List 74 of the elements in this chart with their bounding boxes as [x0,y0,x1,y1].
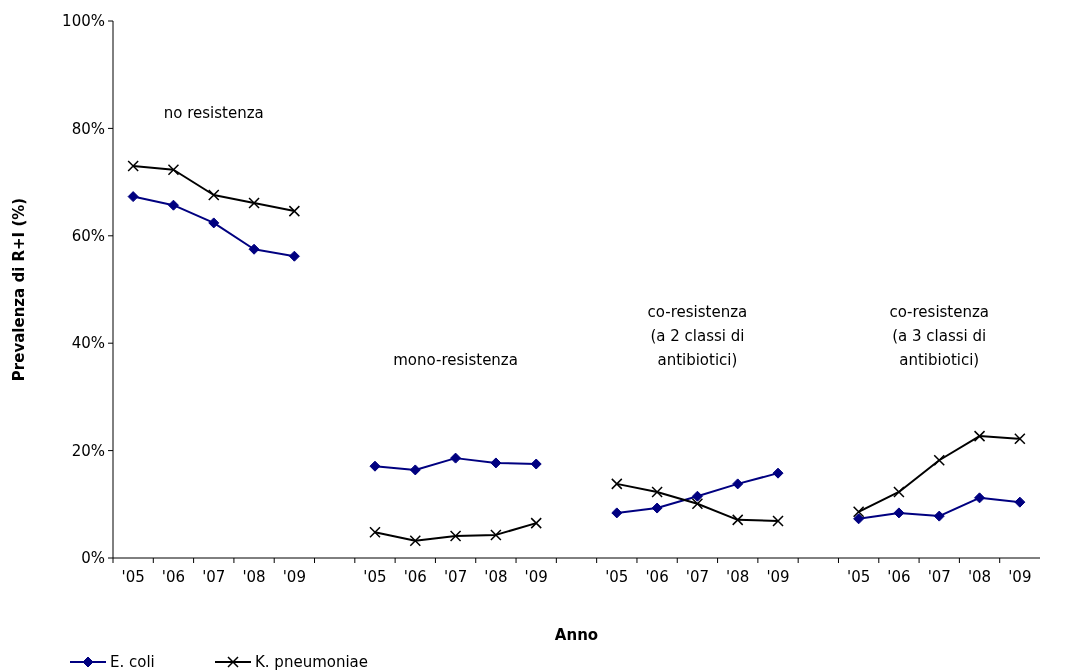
x-tick-label: '07 [202,568,226,586]
x-tick-label: '05 [363,568,387,586]
y-tick-label: 0% [81,549,105,568]
x-tick-label: '09 [524,568,548,586]
y-tick-label: 20% [71,441,105,460]
point [611,478,623,490]
point [973,430,986,442]
point [1014,433,1026,445]
point [127,191,139,203]
x-tick-label: '05 [121,568,145,586]
annotation: mono-resistenza [393,350,518,369]
point [167,199,179,211]
point [853,513,865,525]
x-tick-label: '08 [967,568,992,586]
y-tick-label: 80% [71,119,105,138]
x-tick-label: '05 [847,568,871,586]
point [490,457,502,469]
point [651,502,663,514]
point [732,478,744,490]
x-tick-label: '06 [887,568,911,586]
point [490,529,502,541]
point [772,515,784,527]
x-tick-label: '06 [403,568,427,586]
x-tick-label: '06 [645,568,669,586]
y-tick-label: 40% [71,334,105,353]
x-tick-label: '08 [726,568,750,586]
point [772,467,784,479]
x-tick-label: '08 [242,568,266,586]
point [208,189,220,201]
legend-label: E. coli [110,653,155,671]
point [933,454,945,467]
point [530,517,542,529]
x-axis-title: Anno [554,626,599,644]
point [691,490,703,502]
x-tick-label: '08 [484,568,508,586]
point [409,535,422,547]
annotation: co-resistenza (a 3 classi di antibiotici) [889,302,990,369]
point [691,498,704,510]
point [611,507,623,519]
point [651,486,663,498]
point [893,486,905,498]
point [933,510,945,522]
point [288,250,300,262]
x-tick-label: '05 [605,568,629,586]
y-tick-label: 60% [71,227,105,246]
point [731,514,744,526]
y-tick-label: 100% [62,12,105,31]
point [369,526,381,538]
annotation: co-resistenza (a 2 classi di antibiotici) [647,302,748,369]
point [893,507,905,519]
point [248,197,260,209]
x-tick-label: '07 [443,568,468,586]
x-tick-label: '07 [685,568,710,586]
x-tick-label: '07 [927,568,951,586]
point [369,460,381,472]
point [852,506,865,518]
x-tick-label: '09 [1008,568,1032,586]
point [450,452,462,464]
point [248,243,260,255]
legend-label: K. pneumoniae [255,653,369,671]
annotation: no resistenza [163,103,264,122]
point [288,205,301,217]
point [208,217,220,229]
point [409,464,421,476]
point [127,160,139,172]
y-axis-title: Prevalenza di R+I (%) [10,197,28,382]
x-tick-label: '09 [766,568,790,586]
point [974,492,986,504]
point [530,458,542,470]
x-tick-label: '06 [161,568,186,586]
point [449,530,462,542]
point [1014,496,1026,508]
point [167,164,180,176]
x-tick-label: '09 [282,568,306,586]
